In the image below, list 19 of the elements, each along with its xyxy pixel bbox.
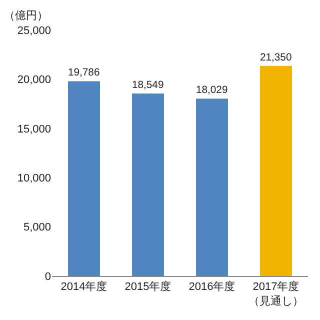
bar [196,98,228,276]
x-tick-label: 2014年度 [60,280,108,294]
y-axis-title: （億円） [4,9,48,22]
y-tick-label: 5,000 [23,222,51,234]
y-tick-label: 25,000 [17,24,51,37]
x-tick-label: 2017年度（見通し） [248,280,304,308]
y-tick-label: 15,000 [17,123,51,136]
data-label: 18,029 [196,84,228,96]
data-label: 21,350 [260,52,292,64]
x-tick-label: 2015年度 [124,280,172,294]
bar [260,66,292,276]
x-tick-label: 2016年度 [188,280,236,294]
bar [132,93,164,276]
y-tick-label: 10,000 [17,172,51,184]
data-label: 19,786 [68,68,100,79]
y-tick-label: 0 [44,270,51,283]
bar [68,81,100,276]
data-label: 18,549 [132,80,164,91]
y-tick-label: 20,000 [17,74,51,86]
